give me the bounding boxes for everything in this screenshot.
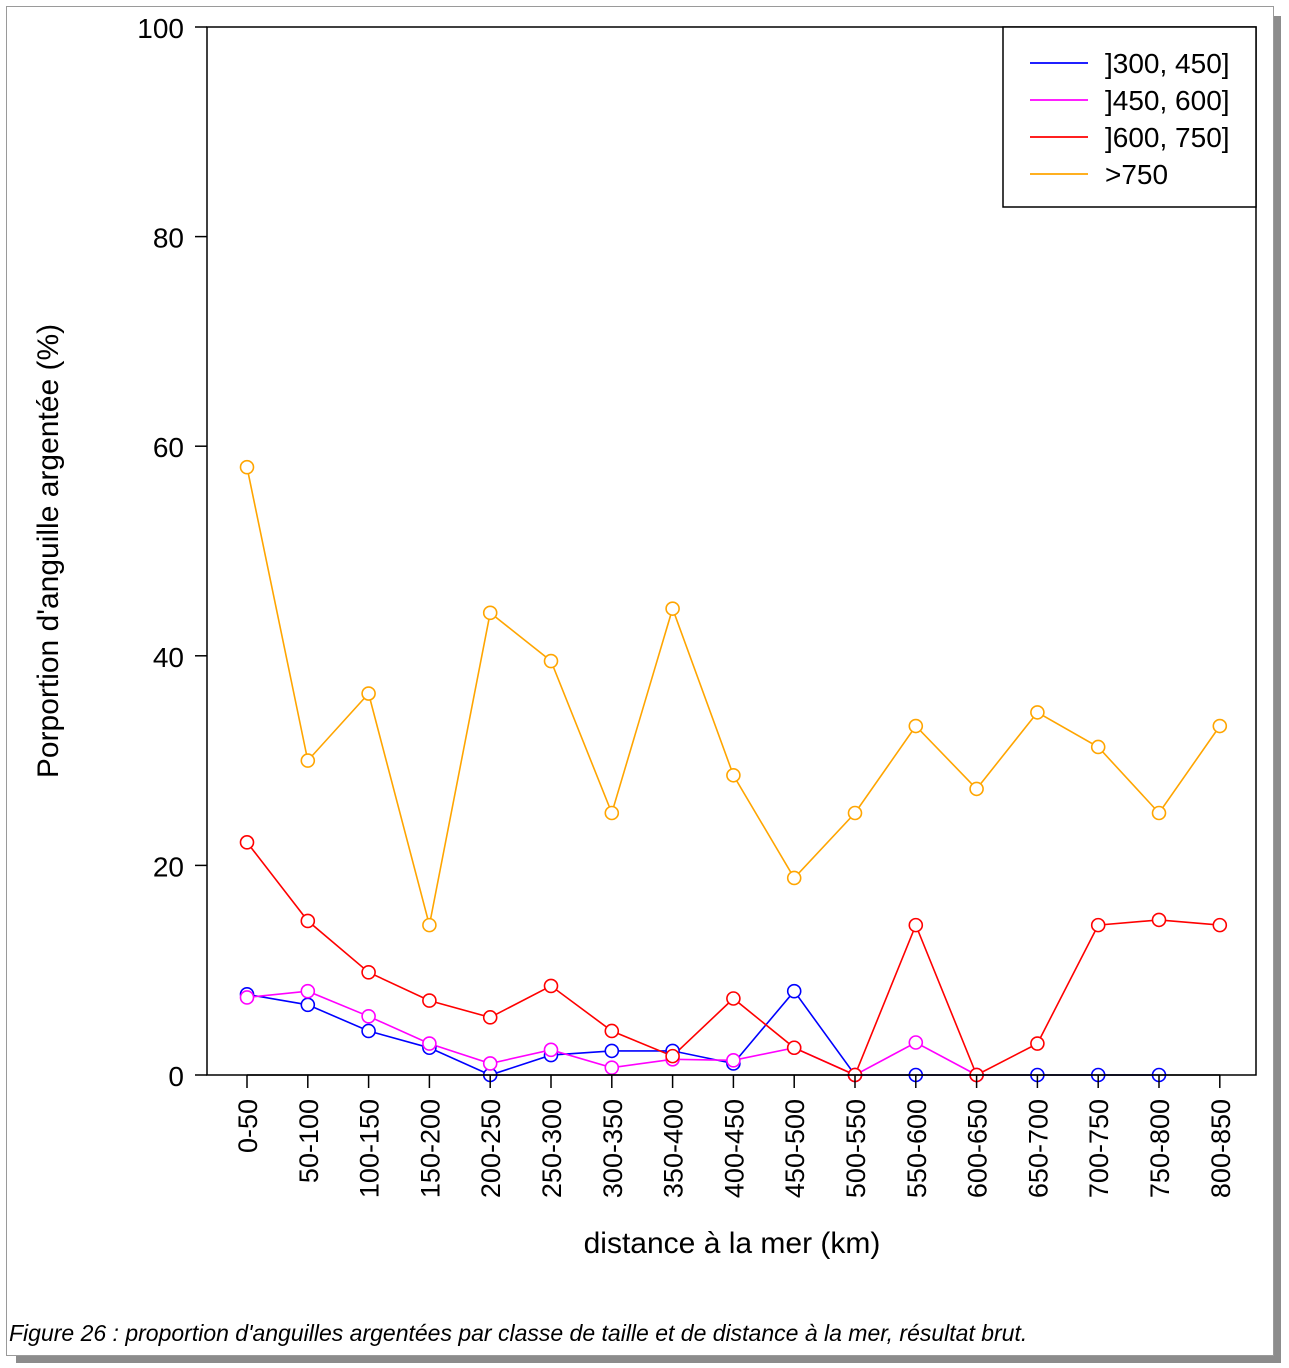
x-tick-label: 450-500 xyxy=(780,1099,810,1198)
data-point xyxy=(969,781,984,797)
data-point xyxy=(786,870,802,886)
data-point xyxy=(908,1035,924,1050)
data-point xyxy=(847,805,863,821)
legend-label: ]600, 750] xyxy=(1105,122,1230,153)
legend: ]300, 450] ]450, 600] ]600, 750] >750 xyxy=(1002,26,1257,208)
x-tick-label: 800-850 xyxy=(1206,1099,1236,1198)
data-point xyxy=(482,1010,498,1025)
data-point xyxy=(1090,739,1106,755)
data-point xyxy=(422,917,437,933)
data-point xyxy=(361,1023,376,1039)
data-point xyxy=(361,1009,376,1024)
x-tick-label: 250-300 xyxy=(537,1099,567,1198)
data-point xyxy=(1030,705,1045,720)
figure-frame xyxy=(6,6,1274,1356)
x-axis-label: distance à la mer (km) xyxy=(584,1227,881,1260)
y-tick-label: 0 xyxy=(168,1061,184,1092)
data-point xyxy=(543,653,559,669)
data-point xyxy=(422,993,437,1008)
data-point xyxy=(908,718,924,734)
data-point xyxy=(1090,917,1106,933)
data-point xyxy=(604,805,620,821)
x-tick-label: 600-650 xyxy=(963,1099,993,1198)
data-point xyxy=(482,605,498,621)
data-point xyxy=(300,913,316,929)
legend-label: ]450, 600] xyxy=(1105,85,1230,116)
data-point xyxy=(604,1060,620,1075)
data-point xyxy=(300,753,316,768)
data-point xyxy=(300,997,316,1013)
legend-label: ]300, 450] xyxy=(1105,48,1230,79)
data-point xyxy=(726,991,741,1006)
data-point xyxy=(239,835,255,850)
data-point xyxy=(543,978,559,994)
data-point xyxy=(604,1043,620,1059)
x-tick-label: 300-350 xyxy=(598,1099,628,1198)
x-tick-label: 100-150 xyxy=(355,1099,385,1198)
y-tick-label: 80 xyxy=(153,223,184,254)
x-tick-label: 650-700 xyxy=(1023,1099,1053,1198)
y-axis: 0 20 40 60 80 100 xyxy=(137,13,207,1092)
y-tick-label: 60 xyxy=(153,432,184,463)
frame-shadow-bottom xyxy=(16,1356,1281,1363)
data-point xyxy=(726,767,741,783)
x-tick-label: 350-400 xyxy=(659,1099,689,1198)
x-tick-label: 50-100 xyxy=(294,1099,324,1183)
x-tick-label: 400-450 xyxy=(719,1099,749,1198)
data-point xyxy=(482,1056,498,1071)
data-point xyxy=(908,917,924,933)
data-point xyxy=(422,1036,437,1051)
x-tick-label: 700-750 xyxy=(1084,1099,1114,1198)
data-point xyxy=(239,990,255,1005)
data-point xyxy=(1030,1036,1045,1051)
x-tick-label: 550-600 xyxy=(902,1099,932,1198)
data-point xyxy=(665,1048,680,1064)
data-point xyxy=(786,1040,802,1056)
series-line-0 xyxy=(246,989,1159,1076)
x-tick-label: 200-250 xyxy=(476,1099,506,1198)
x-tick-label: 500-550 xyxy=(841,1099,871,1198)
data-point xyxy=(726,1053,741,1068)
data-point xyxy=(361,964,376,980)
data-point xyxy=(1212,718,1228,734)
frame-shadow-right xyxy=(1274,16,1281,1362)
x-tick-label: 0-50 xyxy=(233,1099,263,1153)
legend-box xyxy=(1002,26,1257,208)
y-tick-label: 100 xyxy=(137,13,184,44)
data-point xyxy=(1151,805,1167,821)
data-point xyxy=(361,686,376,701)
series-line-3 xyxy=(246,467,1221,926)
figure-caption: Figure 26 : proportion d'anguilles argen… xyxy=(9,1320,1028,1346)
data-point xyxy=(1212,917,1228,933)
data-point xyxy=(665,601,680,616)
data-point xyxy=(604,1023,620,1039)
x-tick-label: 150-200 xyxy=(415,1099,445,1198)
series-line-2 xyxy=(246,841,1220,1077)
x-axis: 0-50 50-100 100-150 150-200 200-250 250-300 30… xyxy=(233,1074,1236,1198)
x-tick-label: 750-800 xyxy=(1145,1099,1175,1198)
data-point xyxy=(786,983,802,999)
y-axis-label: Porportion d'anguille argentée (%) xyxy=(32,324,65,778)
y-tick-label: 40 xyxy=(153,642,184,673)
data-point xyxy=(543,1042,559,1058)
legend-label: >750 xyxy=(1105,159,1168,190)
y-tick-label: 20 xyxy=(153,851,184,882)
data-point xyxy=(1151,912,1167,928)
data-point xyxy=(239,459,255,475)
data-point xyxy=(300,983,316,999)
